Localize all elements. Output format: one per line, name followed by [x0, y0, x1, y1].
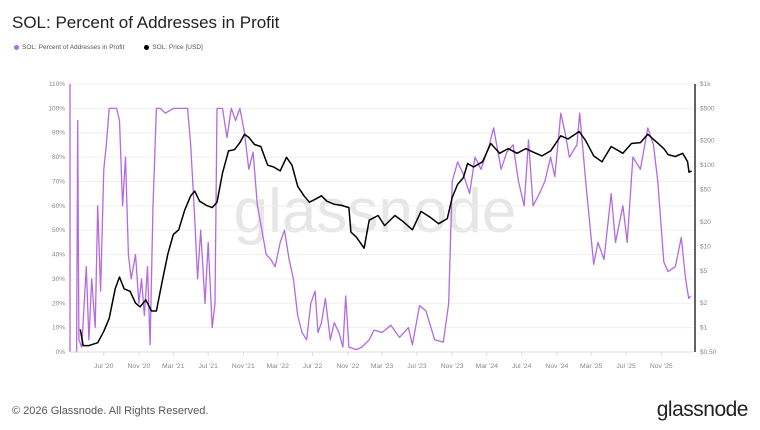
watermark: glassnode — [234, 177, 517, 246]
y-right-tick-label: $200 — [700, 138, 715, 145]
y-right-tick-label: $100 — [700, 162, 715, 169]
y-right-tick-label: $1 — [700, 325, 708, 332]
y-right-tick-label: $2 — [700, 300, 708, 307]
x-tick-label: Mar '21 — [162, 363, 185, 370]
y-right-tick-label: $0.50 — [700, 349, 717, 356]
y-right-tick-label: $50 — [700, 187, 711, 194]
y-left-tick-label: 60% — [52, 203, 65, 210]
y-right-tick-label: $5 — [700, 268, 708, 275]
glassnode-logo: glassnode — [656, 398, 749, 421]
x-tick-label: Jul '22 — [303, 363, 323, 370]
y-left-tick-label: 110% — [49, 81, 65, 88]
legend-item-price[interactable]: SOL: Price [USD] — [144, 44, 203, 51]
x-tick-label: Jul '23 — [407, 363, 427, 370]
x-tick-label: Nov '21 — [232, 363, 255, 370]
x-tick-label: Mar '22 — [266, 363, 289, 370]
copyright-footer: © 2026 Glassnode. All Rights Reserved. — [12, 405, 209, 417]
y-left-tick-label: 40% — [52, 252, 65, 259]
y-right-tick-label: $1k — [700, 81, 711, 88]
x-tick-label: Mar '23 — [371, 363, 394, 370]
legend-dot-icon — [144, 45, 150, 50]
series-line-percent-in-profit — [74, 107, 692, 353]
x-tick-label: Nov '24 — [545, 363, 568, 370]
x-tick-label: Jul '21 — [198, 363, 218, 370]
legend: SOL: Percent of Addresses in Profit SOL:… — [14, 44, 203, 51]
y-right-tick-label: $20 — [700, 219, 711, 226]
x-tick-label: Nov '22 — [336, 363, 359, 370]
y-left-tick-label: 70% — [52, 178, 65, 185]
y-left-tick-label: 30% — [52, 276, 65, 283]
x-tick-label: Jul '25 — [616, 363, 636, 370]
y-left-tick-label: 10% — [52, 325, 65, 332]
x-tick-label: Mar '25 — [580, 363, 603, 370]
x-tick-label: Nov '20 — [128, 363, 151, 370]
y-left-tick-label: 0% — [56, 349, 66, 356]
legend-item-percent-in-profit[interactable]: SOL: Percent of Addresses in Profit — [14, 44, 124, 51]
x-tick-label: Nov '25 — [650, 363, 673, 370]
y-left-tick-label: 50% — [52, 227, 65, 234]
x-tick-label: Jul '20 — [94, 363, 114, 370]
y-left-tick-label: 20% — [52, 300, 65, 307]
chart-title: SOL: Percent of Addresses in Profit — [12, 13, 280, 32]
x-tick-label: Mar '24 — [476, 363, 499, 370]
series-line-price — [79, 130, 692, 347]
legend-dot-icon — [14, 45, 19, 50]
legend-label: SOL: Percent of Addresses in Profit — [22, 44, 125, 51]
y-right-tick-label: $500 — [700, 105, 715, 112]
x-tick-label: Jul '24 — [512, 363, 532, 370]
y-right-tick-label: $10 — [700, 243, 711, 250]
legend-label: SOL: Price [USD] — [152, 44, 203, 51]
x-tick-label: Nov '23 — [441, 363, 464, 370]
y-left-tick-label: 100% — [48, 105, 65, 112]
y-left-tick-label: 90% — [52, 130, 65, 137]
y-left-tick-label: 80% — [52, 154, 65, 161]
